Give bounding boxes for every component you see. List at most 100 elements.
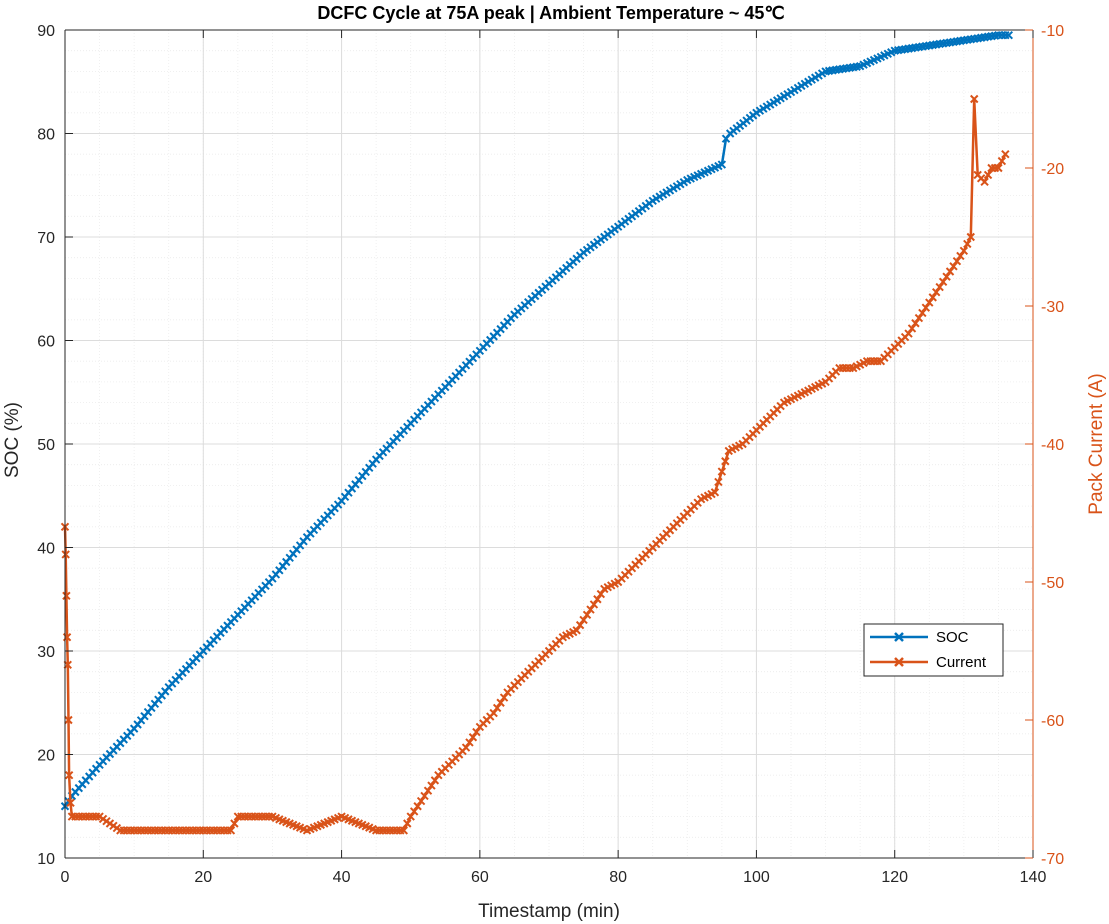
data-point-marker [931, 287, 941, 297]
data-point-marker [586, 605, 595, 614]
legend-box [863, 623, 1004, 677]
data-point-marker [970, 94, 979, 104]
y-right-tick-label: -60 [1041, 713, 1064, 730]
y-right-tick-label: -50 [1041, 575, 1064, 592]
data-point-marker [925, 298, 934, 307]
data-point-marker [956, 251, 965, 261]
y-left-tick-label: 40 [37, 541, 55, 558]
data-point-marker [496, 698, 505, 707]
y-right-tick-label: -20 [1041, 161, 1064, 178]
legend-entry-current: Current [870, 654, 987, 671]
data-point-marker [717, 160, 727, 169]
data-point-marker [461, 743, 471, 752]
data-point-marker [983, 170, 993, 180]
x-tick-label: 40 [333, 869, 351, 886]
data-point-marker [980, 177, 989, 187]
data-point-marker [1004, 30, 1014, 40]
data-point-marker [589, 600, 599, 609]
y-left-tick-label: 10 [37, 851, 55, 868]
data-point-marker [423, 786, 433, 795]
data-point-marker [413, 802, 422, 811]
y-right-tick-label: -10 [1041, 23, 1064, 40]
data-point-marker [714, 477, 723, 487]
legend-entry-soc: SOC [870, 629, 969, 646]
x-tick-label: 100 [743, 869, 770, 886]
y-left-tick-label: 90 [37, 23, 55, 40]
data-point-marker [66, 798, 75, 808]
data-point-marker [921, 303, 931, 312]
data-point-marker [942, 272, 951, 281]
x-tick-label: 120 [881, 869, 908, 886]
y-left-axis-title: SOC (%) [2, 402, 23, 478]
data-point-marker [949, 262, 958, 271]
data-point-marker [596, 589, 606, 599]
data-point-marker [1001, 149, 1010, 159]
data-point-marker [717, 467, 727, 476]
data-point-marker [420, 791, 429, 801]
data-point-marker [430, 776, 440, 785]
y-right-tick-label: -30 [1041, 299, 1064, 316]
legend-soc-marker [894, 632, 904, 642]
series-layer [60, 30, 1014, 835]
y-left-tick-label: 20 [37, 748, 55, 765]
data-point-marker [907, 324, 917, 333]
data-point-marker [64, 715, 73, 725]
data-point-marker [914, 313, 924, 323]
x-axis-title: Timestamp (min) [478, 901, 620, 922]
y-left-tick-label: 70 [37, 230, 55, 247]
data-point-marker [935, 282, 944, 292]
chart-title: DCFC Cycle at 75A peak | Ambient Tempera… [317, 3, 784, 23]
data-point-marker [409, 807, 419, 816]
data-point-marker [579, 615, 588, 625]
x-tick-label: 0 [61, 869, 70, 886]
data-point-marker [427, 781, 436, 790]
data-point-marker [403, 819, 412, 828]
y-right-tick-label: -70 [1041, 851, 1064, 868]
data-point-marker [472, 727, 481, 737]
data-point-marker [62, 591, 71, 601]
data-point-marker [904, 329, 913, 338]
y-right-tick-label: -40 [1041, 437, 1064, 454]
x-tick-label: 80 [609, 869, 627, 886]
legend-soc-label: SOC [936, 629, 969, 646]
x-tick-label: 60 [471, 869, 489, 886]
data-point-marker [582, 610, 592, 619]
y-left-tick-label: 60 [37, 334, 55, 351]
data-point-marker [945, 267, 955, 276]
data-point-marker [572, 626, 581, 635]
data-point-marker [492, 703, 502, 713]
data-point-marker [468, 733, 478, 742]
legend-current-marker [894, 657, 904, 667]
series-soc [60, 30, 1014, 811]
data-point-marker [721, 457, 730, 466]
x-tick-label: 20 [194, 869, 212, 886]
data-point-marker [61, 550, 70, 559]
data-point-marker [406, 812, 415, 821]
data-point-marker [959, 246, 969, 256]
series-markers-soc [60, 30, 1014, 811]
data-point-marker [918, 308, 927, 318]
data-point-marker [593, 595, 602, 604]
y-right-axis-title: Pack Current (A) [1086, 373, 1107, 514]
data-point-marker [963, 239, 972, 249]
data-point-marker [499, 693, 509, 702]
data-point-marker [997, 156, 1007, 166]
data-point-marker [489, 708, 498, 718]
data-point-marker [230, 819, 239, 828]
data-point-marker [928, 293, 937, 302]
data-point-marker [416, 796, 426, 806]
data-point-marker [994, 163, 1003, 173]
data-point-marker [465, 738, 474, 747]
data-point-marker [64, 770, 74, 780]
data-point-marker [952, 256, 962, 266]
y-left-tick-label: 80 [37, 127, 55, 144]
y-left-tick-label: 30 [37, 644, 55, 661]
data-point-marker [399, 826, 409, 835]
data-point-marker [966, 232, 975, 242]
data-point-marker [226, 826, 236, 835]
legend-current-label: Current [936, 654, 987, 671]
x-tick-label: 140 [1020, 869, 1047, 886]
data-point-marker [575, 620, 585, 630]
ticks-layer: 0 20 40 60 80 100 120 140 10 20 30 40 50 60 70 80 90 -70 -… [37, 23, 1064, 886]
